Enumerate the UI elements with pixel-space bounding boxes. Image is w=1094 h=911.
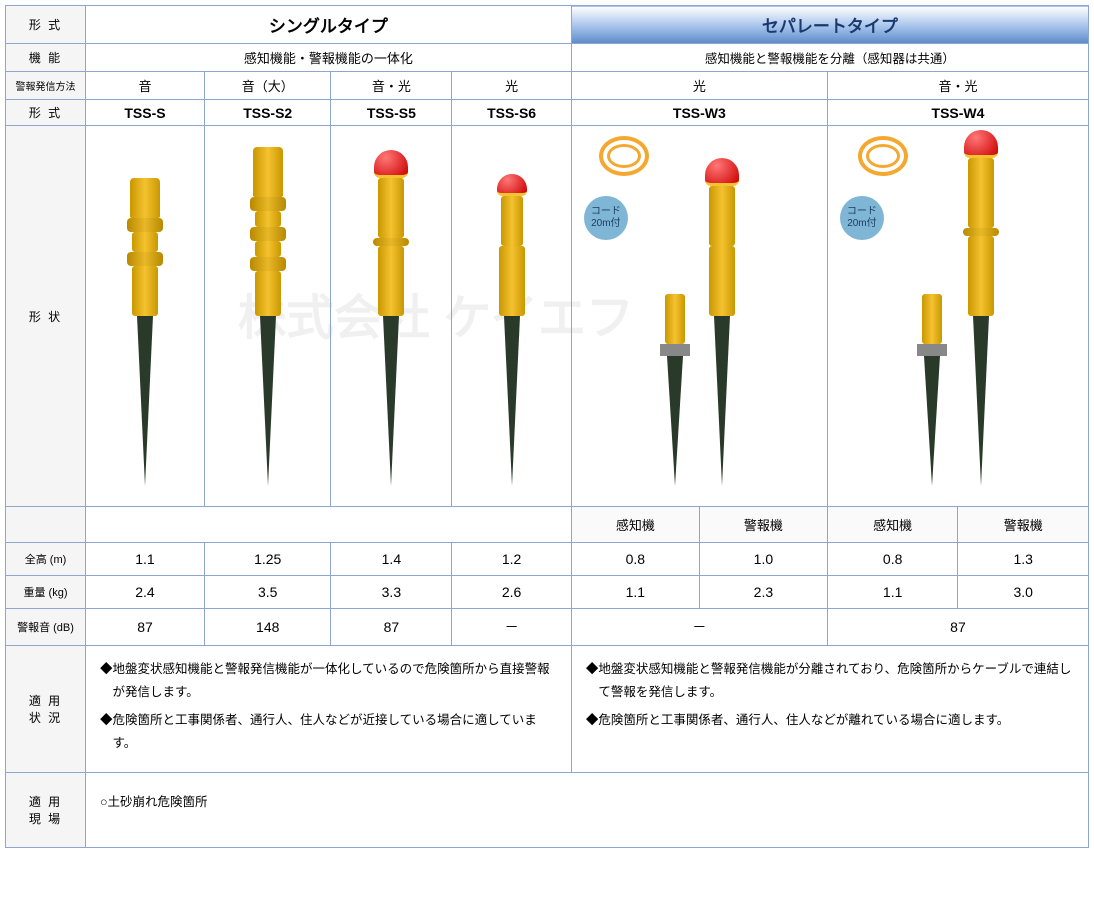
model-4: TSS-W3 [571, 100, 827, 126]
row-header-function: 機 能 [6, 44, 86, 72]
weight-1: 3.5 [204, 576, 330, 609]
device-tss-w4-sensor [917, 294, 947, 486]
sound-0: 87 [86, 609, 205, 646]
shape-cell-0: 株式会社 ケイエフ [86, 126, 205, 507]
alarm-method-1: 音（大） [204, 72, 330, 100]
row-header-height: 全高 (m) [6, 543, 86, 576]
weight-0: 2.4 [86, 576, 205, 609]
function-single: 感知機能・警報機能の一体化 [86, 44, 572, 72]
spec-table: 形 式 シングルタイプ セパレートタイプ 機 能 感知機能・警報機能の一体化 感… [5, 5, 1089, 848]
alarm-method-3: 光 [452, 72, 572, 100]
sub-sensor-1: 感知機 [571, 507, 699, 543]
device-tss-w4-alarm [963, 130, 999, 486]
row-header-sound: 警報音 (dB) [6, 609, 86, 646]
sound-3: － [452, 609, 572, 646]
type-single-header: シングルタイプ [86, 6, 572, 44]
height-6: 0.8 [827, 543, 957, 576]
device-tss-w3-sensor [660, 294, 690, 486]
model-5: TSS-W4 [827, 100, 1088, 126]
alarm-method-0: 音 [86, 72, 205, 100]
shape-cell-1 [204, 126, 330, 507]
row-header-situation: 適 用 状 況 [6, 646, 86, 773]
height-5: 1.0 [699, 543, 827, 576]
note-single-0: ◆地盤変状感知機能と警報発信機能が一体化しているので危険箇所から直接警報が発信し… [100, 658, 557, 703]
height-2: 1.4 [331, 543, 452, 576]
weight-2: 3.3 [331, 576, 452, 609]
cable-badge-2: コード 20m付 [840, 196, 884, 240]
device-tss-s2 [250, 147, 286, 486]
alarm-method-2: 音・光 [331, 72, 452, 100]
model-2: TSS-S5 [331, 100, 452, 126]
row-header-type: 形 式 [6, 6, 86, 44]
sound-5: 87 [827, 609, 1088, 646]
sub-sensor-2: 感知機 [827, 507, 957, 543]
sub-alarm-2: 警報機 [958, 507, 1089, 543]
row-header-alarm-method: 警報発信方法 [6, 72, 86, 100]
height-7: 1.3 [958, 543, 1089, 576]
alarm-method-4: 光 [571, 72, 827, 100]
height-4: 0.8 [571, 543, 699, 576]
height-1: 1.25 [204, 543, 330, 576]
device-tss-s [127, 178, 163, 486]
height-3: 1.2 [452, 543, 572, 576]
model-1: TSS-S2 [204, 100, 330, 126]
device-tss-w3-alarm [705, 158, 739, 486]
cable-coil-icon-2 [858, 136, 908, 176]
note-single: ◆地盤変状感知機能と警報発信機能が一体化しているので危険箇所から直接警報が発信し… [86, 646, 572, 773]
weight-7: 3.0 [958, 576, 1089, 609]
height-0: 1.1 [86, 543, 205, 576]
weight-5: 2.3 [699, 576, 827, 609]
model-3: TSS-S6 [452, 100, 572, 126]
shape-cell-3 [452, 126, 572, 507]
row-header-shape: 形 状 [6, 126, 86, 507]
cable-badge-1: コード 20m付 [584, 196, 628, 240]
note-separate: ◆地盤変状感知機能と警報発信機能が分離されており、危険箇所からケーブルで連結して… [571, 646, 1088, 773]
sound-4: － [571, 609, 827, 646]
weight-3: 2.6 [452, 576, 572, 609]
alarm-method-5: 音・光 [827, 72, 1088, 100]
sub-alarm-1: 警報機 [699, 507, 827, 543]
device-tss-s6 [497, 174, 527, 486]
sound-1: 148 [204, 609, 330, 646]
sound-2: 87 [331, 609, 452, 646]
shape-cell-4: コード 20m付 [571, 126, 827, 507]
weight-4: 1.1 [571, 576, 699, 609]
note-separate-0: ◆地盤変状感知機能と警報発信機能が分離されており、危険箇所からケーブルで連結して… [586, 658, 1074, 703]
device-tss-s5 [373, 150, 409, 486]
shape-cell-5: コード 20m付 [827, 126, 1088, 507]
cable-coil-icon [599, 136, 649, 176]
function-separate: 感知機能と警報機能を分離（感知器は共通） [571, 44, 1088, 72]
note-single-1: ◆危険箇所と工事関係者、通行人、住人などが近接している場合に適しています。 [100, 709, 557, 754]
row-header-spacer [6, 507, 86, 543]
model-0: TSS-S [86, 100, 205, 126]
weight-6: 1.1 [827, 576, 957, 609]
shape-cell-2 [331, 126, 452, 507]
site-note: ○土砂崩れ危険箇所 [86, 773, 1089, 848]
row-header-model: 形 式 [6, 100, 86, 126]
type-separate-header: セパレートタイプ [571, 6, 1088, 44]
row-header-site: 適 用 現 場 [6, 773, 86, 848]
row-header-weight: 重量 (kg) [6, 576, 86, 609]
note-separate-1: ◆危険箇所と工事関係者、通行人、住人などが離れている場合に適します。 [586, 709, 1074, 732]
